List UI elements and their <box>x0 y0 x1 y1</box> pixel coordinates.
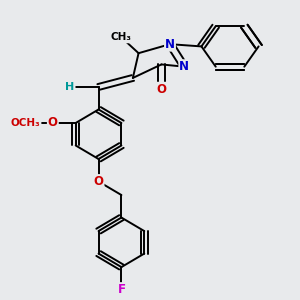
Text: O: O <box>156 83 167 96</box>
Text: N: N <box>165 38 175 51</box>
Text: H: H <box>65 82 75 92</box>
Text: O: O <box>94 175 103 188</box>
Text: OCH₃: OCH₃ <box>11 118 40 128</box>
Text: N: N <box>179 60 189 73</box>
Text: O: O <box>48 116 58 130</box>
Text: CH₃: CH₃ <box>111 32 132 42</box>
Text: F: F <box>117 283 125 296</box>
